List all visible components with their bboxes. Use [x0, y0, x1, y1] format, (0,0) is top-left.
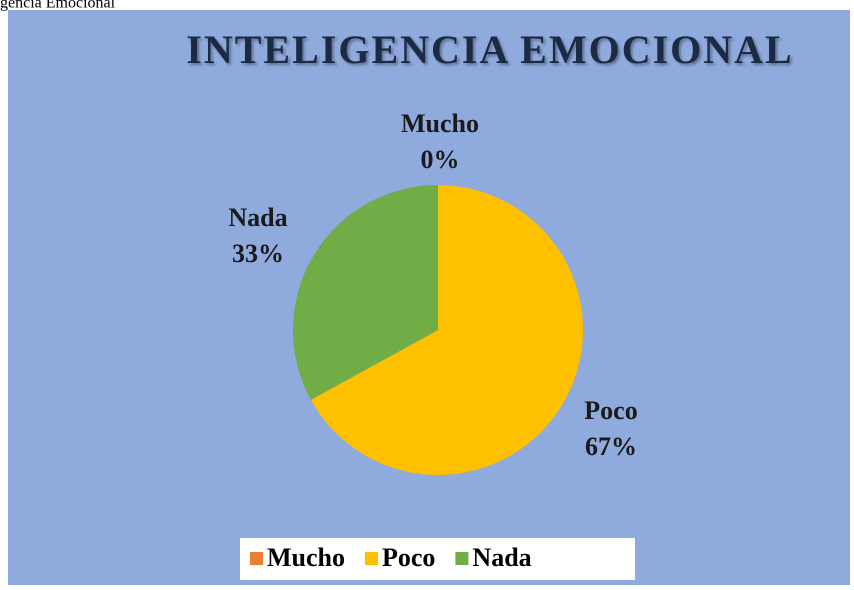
legend-label: Mucho — [267, 543, 345, 572]
data-label-value: 0% — [421, 145, 460, 174]
data-label-value: 33% — [232, 239, 284, 268]
data-label-name: Poco — [584, 396, 637, 425]
chart-title: INTELIGENCIA EMOCIONAL — [186, 27, 793, 72]
legend-swatch — [365, 552, 378, 565]
legend — [240, 538, 635, 580]
legend-label: Poco — [382, 543, 435, 572]
data-label-name: Nada — [228, 203, 287, 232]
data-label-value: 67% — [585, 432, 637, 461]
pie-slice — [292, 185, 438, 400]
data-label-name: Mucho — [401, 109, 479, 138]
pie-slice — [310, 185, 583, 475]
caption: gencia Emocional — [0, 0, 116, 12]
legend-swatch — [250, 552, 263, 565]
legend-swatch — [455, 552, 469, 565]
legend-label: Nada — [472, 543, 531, 572]
